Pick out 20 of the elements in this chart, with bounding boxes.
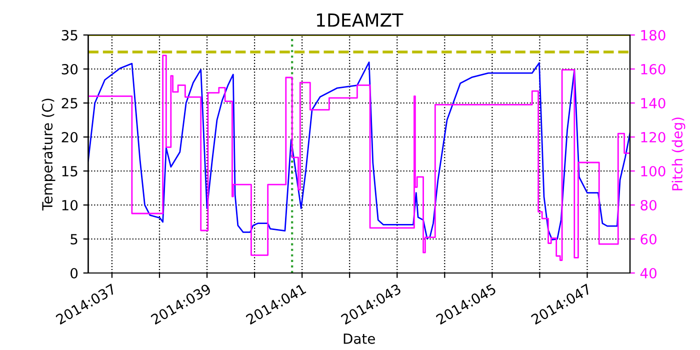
y-tick-label: 35 xyxy=(62,30,78,40)
y2-tick-label: 120 xyxy=(641,132,666,142)
chart-title: 1DEAMZT xyxy=(317,14,404,27)
y2-axis-title: Pitch (deg) xyxy=(672,118,686,190)
y2-tick-label: 80 xyxy=(640,200,656,210)
x-axis-title: Date xyxy=(344,334,375,344)
y2-tick-label: 180 xyxy=(641,30,666,40)
y2-tick-label: 60 xyxy=(640,234,656,244)
y-tick-label: 0 xyxy=(70,268,78,278)
y-tick-label: 15 xyxy=(62,166,78,176)
y2-tick-label: 160 xyxy=(641,64,666,74)
y2-tick-label: 140 xyxy=(641,98,666,108)
y-tick-label: 5 xyxy=(70,234,78,244)
y-tick-label: 10 xyxy=(62,200,78,210)
y-tick-label: 25 xyxy=(62,98,78,108)
y2-tick-label: 100 xyxy=(641,166,666,176)
y-tick-label: 30 xyxy=(62,64,78,74)
y-tick-label: 20 xyxy=(62,132,78,142)
y-axis-title: Temperature (C) xyxy=(42,98,56,210)
y2-tick-label: 40 xyxy=(640,268,656,278)
